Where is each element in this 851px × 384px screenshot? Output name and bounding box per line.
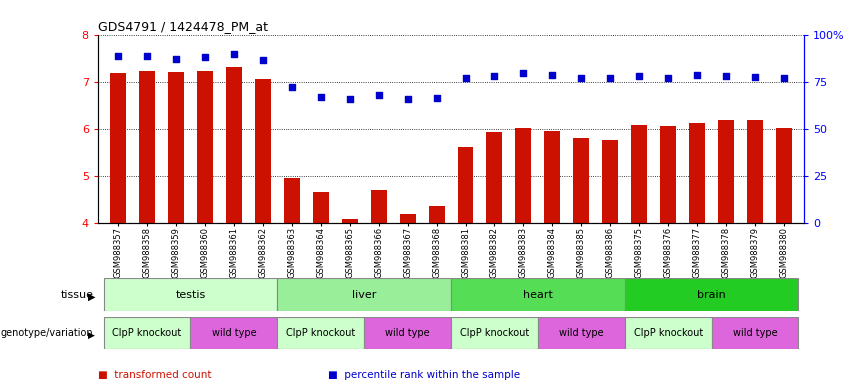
Bar bbox=[400, 214, 415, 223]
Bar bbox=[277, 278, 451, 311]
Bar bbox=[255, 79, 271, 223]
Point bbox=[169, 56, 183, 62]
Bar bbox=[342, 219, 357, 223]
Text: wild type: wild type bbox=[733, 328, 777, 338]
Bar bbox=[625, 278, 798, 311]
Bar bbox=[451, 278, 625, 311]
Point bbox=[227, 51, 241, 57]
Bar bbox=[458, 147, 473, 223]
Point bbox=[285, 84, 299, 90]
Bar bbox=[168, 72, 184, 223]
Text: liver: liver bbox=[352, 290, 376, 300]
Bar bbox=[284, 178, 300, 223]
Text: ▶: ▶ bbox=[89, 331, 95, 339]
Point bbox=[430, 95, 443, 101]
Bar bbox=[747, 120, 763, 223]
Point bbox=[459, 75, 472, 81]
Point bbox=[661, 75, 675, 81]
Bar bbox=[451, 317, 538, 349]
Text: ClpP knockout: ClpP knockout bbox=[633, 328, 703, 338]
Bar bbox=[277, 317, 364, 349]
Bar bbox=[104, 317, 191, 349]
Text: ■  transformed count: ■ transformed count bbox=[98, 370, 211, 380]
Bar bbox=[191, 317, 277, 349]
Bar bbox=[718, 120, 734, 223]
Point bbox=[401, 96, 414, 103]
Point bbox=[719, 73, 733, 79]
Point bbox=[488, 73, 501, 79]
Bar bbox=[313, 192, 328, 223]
Text: ■  percentile rank within the sample: ■ percentile rank within the sample bbox=[328, 370, 520, 380]
Bar bbox=[711, 317, 798, 349]
Point bbox=[314, 94, 328, 100]
Bar bbox=[545, 131, 560, 223]
Text: heart: heart bbox=[523, 290, 553, 300]
Text: testis: testis bbox=[175, 290, 206, 300]
Bar bbox=[538, 317, 625, 349]
Text: ClpP knockout: ClpP knockout bbox=[460, 328, 529, 338]
Point bbox=[111, 53, 125, 59]
Bar bbox=[487, 132, 502, 223]
Point bbox=[198, 54, 212, 60]
Bar bbox=[364, 317, 451, 349]
Bar bbox=[660, 126, 676, 223]
Point bbox=[545, 71, 559, 78]
Point bbox=[372, 92, 386, 98]
Text: wild type: wild type bbox=[559, 328, 603, 338]
Bar bbox=[776, 128, 792, 223]
Bar bbox=[516, 128, 531, 223]
Point bbox=[517, 70, 530, 76]
Bar bbox=[104, 278, 277, 311]
Point bbox=[632, 73, 646, 79]
Text: ▶: ▶ bbox=[88, 291, 95, 302]
Bar bbox=[226, 68, 242, 223]
Text: ClpP knockout: ClpP knockout bbox=[286, 328, 356, 338]
Text: ClpP knockout: ClpP knockout bbox=[112, 328, 182, 338]
Point bbox=[256, 57, 270, 63]
Text: GDS4791 / 1424478_PM_at: GDS4791 / 1424478_PM_at bbox=[98, 20, 268, 33]
Bar bbox=[574, 138, 589, 223]
Text: genotype/variation: genotype/variation bbox=[1, 328, 94, 338]
Bar bbox=[371, 190, 386, 223]
Bar bbox=[139, 71, 155, 223]
Bar bbox=[197, 71, 213, 223]
Point bbox=[777, 75, 791, 81]
Point bbox=[574, 75, 588, 81]
Point bbox=[603, 75, 617, 81]
Bar bbox=[110, 73, 126, 223]
Text: wild type: wild type bbox=[212, 328, 256, 338]
Point bbox=[748, 74, 762, 80]
Point bbox=[343, 96, 357, 103]
Text: brain: brain bbox=[697, 290, 726, 300]
Bar bbox=[603, 141, 618, 223]
Bar bbox=[429, 206, 444, 223]
Bar bbox=[631, 125, 647, 223]
Bar bbox=[689, 123, 705, 223]
Point bbox=[690, 71, 704, 78]
Bar bbox=[625, 317, 711, 349]
Text: wild type: wild type bbox=[386, 328, 430, 338]
Point bbox=[140, 53, 154, 59]
Text: tissue: tissue bbox=[60, 290, 94, 300]
